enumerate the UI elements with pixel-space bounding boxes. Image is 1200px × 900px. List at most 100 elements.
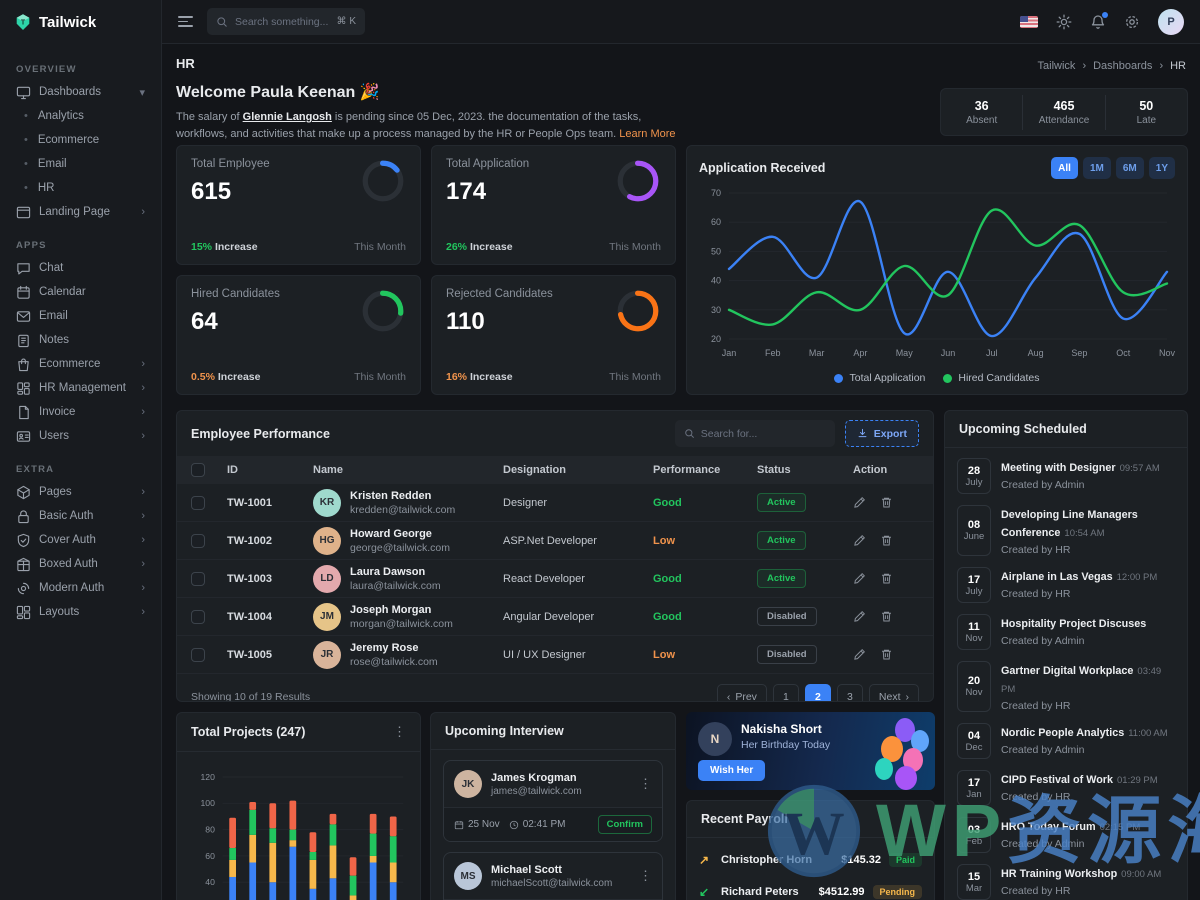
edit-pencil-icon[interactable] bbox=[853, 648, 866, 661]
sidebar-item-email[interactable]: Email bbox=[8, 304, 153, 328]
range-tab-6m[interactable]: 6M bbox=[1115, 157, 1144, 179]
delete-trash-icon[interactable] bbox=[880, 572, 893, 585]
wish-her-button[interactable]: Wish Her bbox=[698, 760, 766, 781]
quick-stat: 36 Absent bbox=[941, 94, 1024, 130]
schedule-month: Nov bbox=[965, 687, 983, 698]
sidebar-item-ecommerce[interactable]: Ecommerce bbox=[8, 128, 153, 152]
sidebar-item-users[interactable]: Users › bbox=[8, 424, 153, 448]
table-search-input[interactable] bbox=[700, 427, 826, 440]
edit-pencil-icon[interactable] bbox=[853, 496, 866, 509]
sidebar-item-landing-page[interactable]: Landing Page › bbox=[8, 200, 153, 224]
schedule-item[interactable]: 28 July Meeting with Designer 09:57 AM Cr… bbox=[957, 458, 1175, 494]
edit-pencil-icon[interactable] bbox=[853, 572, 866, 585]
column-header[interactable]: Performance bbox=[653, 464, 721, 476]
notifications-bell-icon[interactable] bbox=[1090, 11, 1108, 30]
column-header[interactable]: Name bbox=[313, 464, 343, 476]
select-all-checkbox[interactable] bbox=[191, 463, 205, 477]
stat-period: This Month bbox=[609, 241, 661, 253]
delete-trash-icon[interactable] bbox=[880, 534, 893, 547]
column-header[interactable]: Designation bbox=[503, 464, 566, 476]
schedule-item[interactable]: 15 Mar HR Training Workshop 09:00 AM Crea… bbox=[957, 864, 1175, 900]
schedule-item[interactable]: 08 June Developing Line Managers Confere… bbox=[957, 505, 1175, 556]
svg-text:Mar: Mar bbox=[809, 348, 825, 358]
employee-designation: Angular Developer bbox=[503, 610, 595, 623]
edit-pencil-icon[interactable] bbox=[853, 610, 866, 623]
sidebar-item-notes[interactable]: Notes bbox=[8, 328, 153, 352]
row-checkbox[interactable] bbox=[191, 647, 205, 662]
light-mode-icon[interactable] bbox=[1056, 14, 1072, 30]
status-badge: Disabled bbox=[757, 607, 817, 626]
schedule-event-title: CIPD Festival of Work bbox=[1001, 774, 1113, 786]
kebab-menu-icon[interactable]: ⋮ bbox=[393, 724, 406, 739]
employee-designation: React Developer bbox=[503, 572, 585, 585]
svg-text:Apr: Apr bbox=[853, 348, 867, 358]
employee-name: Howard George bbox=[350, 527, 432, 540]
user-avatar[interactable]: P bbox=[1158, 8, 1184, 35]
sidebar-item-analytics[interactable]: Analytics bbox=[8, 104, 153, 128]
sidebar-item-basic-auth[interactable]: Basic Auth › bbox=[8, 504, 153, 528]
language-flag-icon[interactable] bbox=[1020, 15, 1038, 28]
sidebar-item-cover-auth[interactable]: Cover Auth › bbox=[8, 528, 153, 552]
page-number-button-2[interactable]: 2 bbox=[804, 684, 831, 701]
sidebar-item-hr-management[interactable]: HR Management › bbox=[8, 376, 153, 400]
row-checkbox[interactable] bbox=[191, 571, 205, 586]
global-search[interactable]: ⌘ K bbox=[207, 8, 365, 35]
sidebar-item-modern-auth[interactable]: Modern Auth › bbox=[8, 576, 153, 600]
edit-pencil-icon[interactable] bbox=[853, 534, 866, 547]
page-number-button-1[interactable]: 1 bbox=[772, 684, 799, 701]
column-header[interactable]: Status bbox=[757, 464, 791, 476]
schedule-date-box: 11 Nov bbox=[957, 614, 991, 650]
svg-text:Jul: Jul bbox=[986, 348, 998, 358]
sidebar-item-chat[interactable]: Chat bbox=[8, 256, 153, 280]
sidebar-item-label: Email bbox=[37, 158, 67, 170]
chart-range-tabs: All 1M 6M 1Y bbox=[1051, 157, 1175, 179]
table-search[interactable] bbox=[674, 420, 835, 447]
schedule-item[interactable]: 20 Nov Gartner Digital Workplace 03:49 PM… bbox=[957, 661, 1175, 712]
hamburger-menu-icon[interactable] bbox=[178, 15, 193, 28]
employee-link[interactable]: Glennie Langosh bbox=[242, 111, 332, 123]
sidebar-item-pages[interactable]: Pages › bbox=[8, 480, 153, 504]
status-badge: Disabled bbox=[757, 645, 817, 664]
export-button[interactable]: Export bbox=[844, 420, 919, 447]
breadcrumb-item[interactable]: Tailwick bbox=[1037, 60, 1076, 72]
column-header[interactable]: ID bbox=[227, 464, 238, 476]
delete-trash-icon[interactable] bbox=[880, 496, 893, 509]
page-number-button-3[interactable]: 3 bbox=[836, 684, 863, 701]
next-page-button[interactable]: Next › bbox=[868, 684, 919, 701]
stat-period: This Month bbox=[354, 241, 406, 253]
sidebar-item-label: HR bbox=[37, 182, 55, 194]
kebab-menu-icon[interactable]: ⋮ bbox=[639, 868, 652, 883]
column-header[interactable]: Action bbox=[853, 464, 888, 476]
sidebar-item-invoice[interactable]: Invoice › bbox=[8, 400, 153, 424]
schedule-item[interactable]: 17 Jan CIPD Festival of Work 01:29 PM Cre… bbox=[957, 770, 1175, 806]
search-input[interactable] bbox=[235, 15, 330, 28]
sidebar-item-ecommerce[interactable]: Ecommerce › bbox=[8, 352, 153, 376]
breadcrumb-item[interactable]: Dashboards bbox=[1093, 60, 1153, 72]
sidebar-item-calendar[interactable]: Calendar bbox=[8, 280, 153, 304]
schedule-day: 28 bbox=[967, 464, 981, 477]
range-tab-1m[interactable]: 1M bbox=[1082, 157, 1111, 179]
sidebar-item-layouts[interactable]: Layouts › bbox=[8, 600, 153, 624]
sidebar-item-hr[interactable]: HR bbox=[8, 176, 153, 200]
schedule-item[interactable]: 04 Dec Nordic People Analytics 11:00 AM C… bbox=[957, 723, 1175, 759]
sidebar-item-boxed-auth[interactable]: Boxed Auth › bbox=[8, 552, 153, 576]
row-checkbox[interactable] bbox=[191, 533, 205, 548]
schedule-item[interactable]: 03 Feb HRO Today Forum 02:15 PM Created b… bbox=[957, 817, 1175, 853]
sidebar-item-dashboards[interactable]: Dashboards ▾ bbox=[8, 80, 153, 104]
delete-trash-icon[interactable] bbox=[880, 610, 893, 623]
schedule-item[interactable]: 17 July Airplane in Las Vegas 12:00 PM Cr… bbox=[957, 567, 1175, 603]
row-checkbox[interactable] bbox=[191, 495, 205, 510]
range-tab-all[interactable]: All bbox=[1051, 157, 1078, 179]
learn-more-link[interactable]: Learn More bbox=[619, 128, 676, 141]
search-icon bbox=[217, 16, 227, 27]
sidebar-item-email[interactable]: Email bbox=[8, 152, 153, 176]
kebab-menu-icon[interactable]: ⋮ bbox=[639, 776, 652, 791]
interview-action-button[interactable]: Confirm bbox=[597, 815, 652, 834]
schedule-item[interactable]: 11 Nov Hospitality Project Discuses Crea… bbox=[957, 614, 1175, 650]
prev-page-button[interactable]: ‹ Prev bbox=[716, 684, 767, 701]
row-checkbox[interactable] bbox=[191, 609, 205, 624]
range-tab-1y[interactable]: 1Y bbox=[1148, 157, 1175, 179]
settings-gear-icon[interactable] bbox=[1124, 14, 1140, 30]
delete-trash-icon[interactable] bbox=[880, 648, 893, 661]
brand[interactable]: T Tailwick bbox=[0, 0, 161, 44]
